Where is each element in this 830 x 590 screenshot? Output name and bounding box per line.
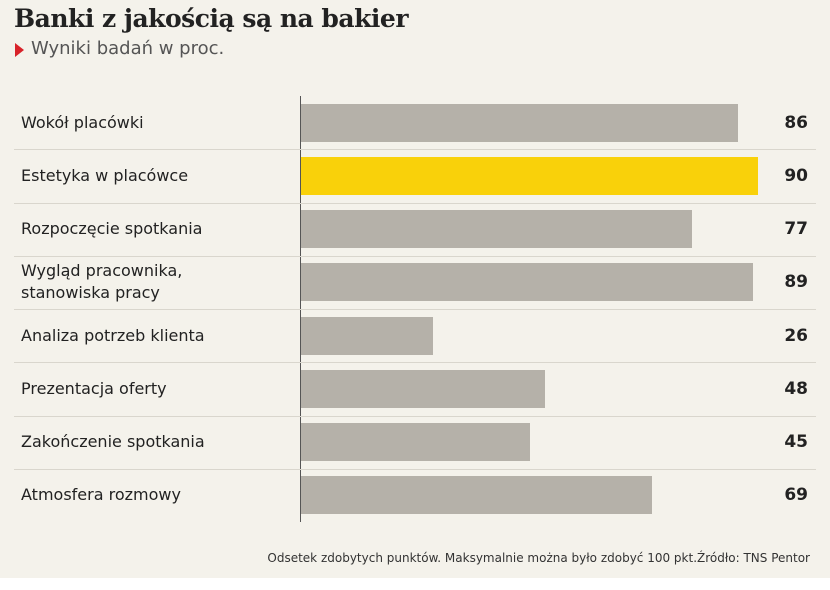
category-label: Analiza potrzeb klienta <box>21 325 205 345</box>
value-label: 90 <box>784 165 808 186</box>
bar <box>301 210 693 249</box>
row-separator <box>14 309 816 310</box>
value-label: 45 <box>784 432 808 453</box>
value-label: 86 <box>784 112 808 133</box>
chart-subtitle: Wyniki badań w proc. <box>31 38 225 59</box>
bar <box>301 103 738 142</box>
footnote: Odsetek zdobytych punktów. Maksymalnie m… <box>267 551 810 565</box>
category-label: Prezentacja oferty <box>21 378 167 398</box>
chart: Banki z jakością są na bakier Wyniki bad… <box>0 0 830 578</box>
value-label: 26 <box>784 325 808 346</box>
row-separator <box>14 255 816 257</box>
category-label: Estetyka w placówce <box>21 165 189 185</box>
bar <box>301 369 545 408</box>
row-separator <box>14 415 816 417</box>
bar <box>301 316 434 355</box>
bar <box>301 263 754 302</box>
category-label: Wygląd pracownika, stanowiska pracy <box>21 261 183 303</box>
subtitle-marker <box>15 43 24 57</box>
value-label: 77 <box>784 219 808 240</box>
chart-title: Banki z jakością są na bakier <box>14 4 409 33</box>
row-separator <box>14 468 816 470</box>
value-label: 69 <box>784 485 808 506</box>
row-separator <box>14 149 816 151</box>
bar <box>301 423 530 462</box>
value-label: 48 <box>784 378 808 399</box>
row-separator <box>14 362 816 364</box>
bar <box>301 156 759 195</box>
category-label: Atmosfera rozmowy <box>21 485 181 505</box>
row-separator <box>14 202 816 204</box>
category-label: Wokół placówki <box>21 112 144 132</box>
category-label: Zakończenie spotkania <box>21 432 205 452</box>
category-label: Rozpoczęcie spotkania <box>21 219 203 239</box>
bar <box>301 476 652 515</box>
value-label: 89 <box>784 272 808 293</box>
